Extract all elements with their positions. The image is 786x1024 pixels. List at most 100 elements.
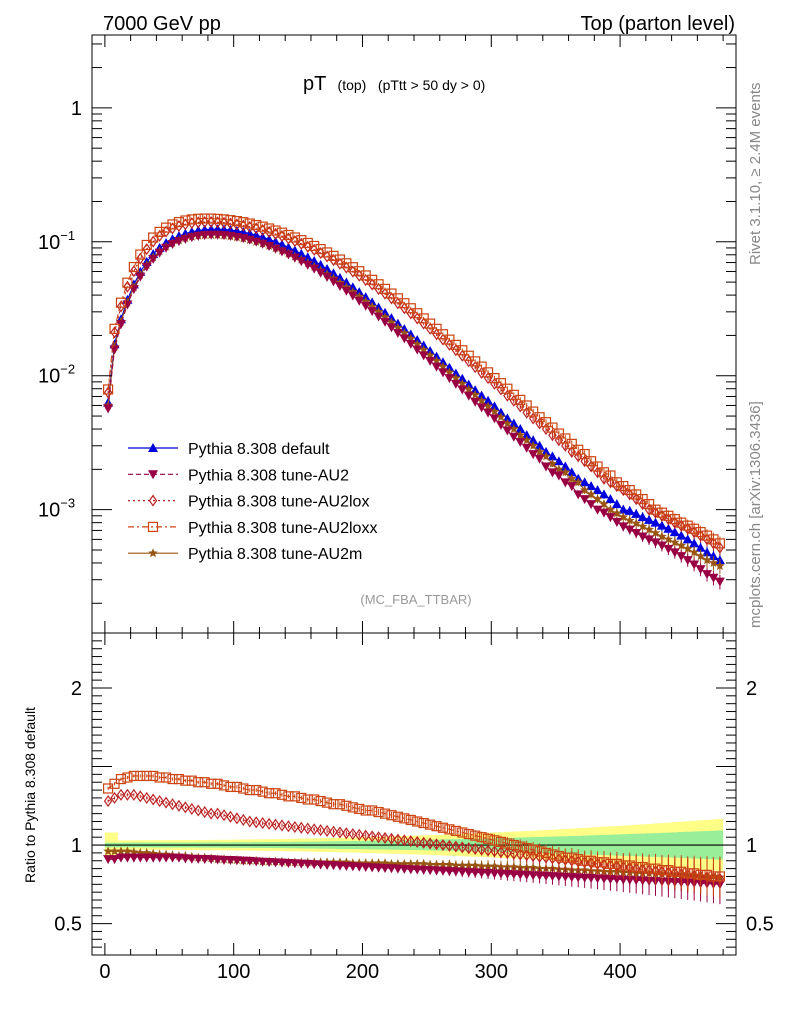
data-point-au2loxx xyxy=(141,239,152,251)
ratio-point-au2loxx xyxy=(560,852,571,863)
ratio-point-au2lox xyxy=(303,822,312,835)
data-point-au2m xyxy=(418,344,429,354)
ratio-point-au2loxx xyxy=(128,770,139,782)
ratio-point-au2m xyxy=(528,862,538,872)
ratio-point-au2lox xyxy=(264,817,274,830)
ratio-point-au2m xyxy=(463,860,474,870)
legend-label-au2loxx: Pythia 8.308 tune-AU2loxx xyxy=(188,520,377,537)
data-point-default xyxy=(611,499,622,509)
ratio-point-au2m xyxy=(399,858,410,868)
data-point-au2loxx xyxy=(560,433,571,444)
ratio-point-au2lox xyxy=(361,829,370,842)
ratio-point-au2m xyxy=(489,861,500,871)
data-point-au2loxx xyxy=(115,297,127,308)
ratio-point-au2 xyxy=(444,867,455,877)
data-point-default xyxy=(508,418,519,428)
ratio-point-au2 xyxy=(399,864,410,874)
ratio-point-au2m xyxy=(438,859,448,869)
ratio-point-au2 xyxy=(412,865,423,875)
ratio-y-tick-label: 1 xyxy=(71,835,82,857)
ratio-point-au2m xyxy=(109,846,120,856)
data-point-au2 xyxy=(676,552,687,562)
ratio-point-au2m xyxy=(116,846,126,856)
ratio-point-au2 xyxy=(573,873,584,883)
legend-marker-default xyxy=(148,443,158,452)
ratio-point-au2 xyxy=(283,858,294,868)
ratio-series-au2loxx xyxy=(102,770,726,897)
data-point-default xyxy=(309,255,320,265)
data-point-au2 xyxy=(592,505,603,515)
data-point-au2loxx xyxy=(547,422,558,433)
data-point-au2m xyxy=(496,412,506,422)
data-point-au2loxx xyxy=(231,215,242,227)
ratio-point-au2lox xyxy=(464,842,473,855)
data-point-default xyxy=(624,505,635,515)
ratio-point-au2loxx xyxy=(412,816,423,827)
ratio-point-au2lox xyxy=(387,832,396,845)
ratio-point-au2m xyxy=(360,858,371,868)
ratio-point-au2lox xyxy=(425,837,435,850)
data-point-au2loxx xyxy=(225,215,236,226)
data-point-au2m xyxy=(708,557,719,568)
data-point-au2 xyxy=(412,345,423,355)
ratio-point-au2lox xyxy=(200,806,209,819)
ratio-panel-series xyxy=(102,770,726,905)
ratio-point-au2loxx xyxy=(341,800,352,811)
ratio-point-au2loxx xyxy=(276,789,288,800)
ratio-point-au2lox xyxy=(445,839,454,852)
ratio-point-au2 xyxy=(328,861,339,871)
data-point-au2loxx xyxy=(515,394,526,406)
ratio-point-au2loxx xyxy=(321,797,333,808)
ratio-point-au2 xyxy=(405,865,416,875)
data-point-au2 xyxy=(115,320,126,330)
data-point-au2loxx xyxy=(334,254,346,265)
ratio-point-au2m xyxy=(444,859,455,869)
ratio-point-au2m xyxy=(418,858,429,868)
data-point-au2 xyxy=(141,262,152,272)
ratio-point-au2lox xyxy=(129,788,139,801)
data-point-au2loxx xyxy=(257,221,268,232)
data-point-au2m xyxy=(657,531,667,541)
data-point-au2m xyxy=(637,521,648,531)
ratio-point-au2loxx xyxy=(309,794,320,805)
ratio-point-au2loxx xyxy=(701,869,713,880)
y-tick-label: 10−3 xyxy=(38,496,75,522)
data-point-au2loxx xyxy=(470,356,481,367)
ratio-point-au2lox xyxy=(187,802,197,815)
data-point-au2m xyxy=(348,286,358,296)
ratio-point-au2lox xyxy=(148,793,158,806)
data-point-au2 xyxy=(270,244,281,254)
ratio-point-au2 xyxy=(605,874,616,884)
data-point-au2m xyxy=(547,458,558,468)
data-point-au2 xyxy=(534,454,545,464)
data-point-au2 xyxy=(579,495,590,505)
ratio-point-au2loxx xyxy=(148,770,159,782)
data-point-au2loxx xyxy=(592,461,603,472)
data-point-default xyxy=(476,390,487,400)
ratio-point-au2 xyxy=(251,857,262,867)
ratio-point-au2lox xyxy=(136,790,145,803)
ratio-point-au2 xyxy=(431,866,442,876)
ratio-point-au2lox xyxy=(123,788,132,801)
data-point-au2m xyxy=(463,384,474,394)
data-point-au2 xyxy=(547,468,558,478)
ratio-point-au2 xyxy=(579,873,590,883)
data-point-au2loxx xyxy=(109,323,120,334)
data-point-default xyxy=(644,514,655,524)
data-point-au2loxx xyxy=(425,318,436,329)
data-point-au2loxx xyxy=(695,527,706,538)
ratio-point-au2 xyxy=(367,863,378,873)
data-point-au2loxx xyxy=(251,219,262,231)
data-point-au2m xyxy=(579,485,590,495)
ratio-point-au2 xyxy=(212,855,223,865)
data-point-au2 xyxy=(360,301,371,311)
ratio-point-au2 xyxy=(193,854,204,864)
data-point-au2 xyxy=(309,264,320,274)
ratio-point-au2loxx xyxy=(631,861,642,873)
mcplots-label: mcplots.cern.ch [arXiv:1306.3436] xyxy=(747,401,764,628)
data-point-au2m xyxy=(406,333,416,343)
data-point-au2m xyxy=(457,378,468,388)
ratio-point-au2loxx xyxy=(212,778,223,789)
ratio-y-tick-label-right: 2 xyxy=(746,678,757,700)
ratio-point-au2lox xyxy=(355,828,364,841)
